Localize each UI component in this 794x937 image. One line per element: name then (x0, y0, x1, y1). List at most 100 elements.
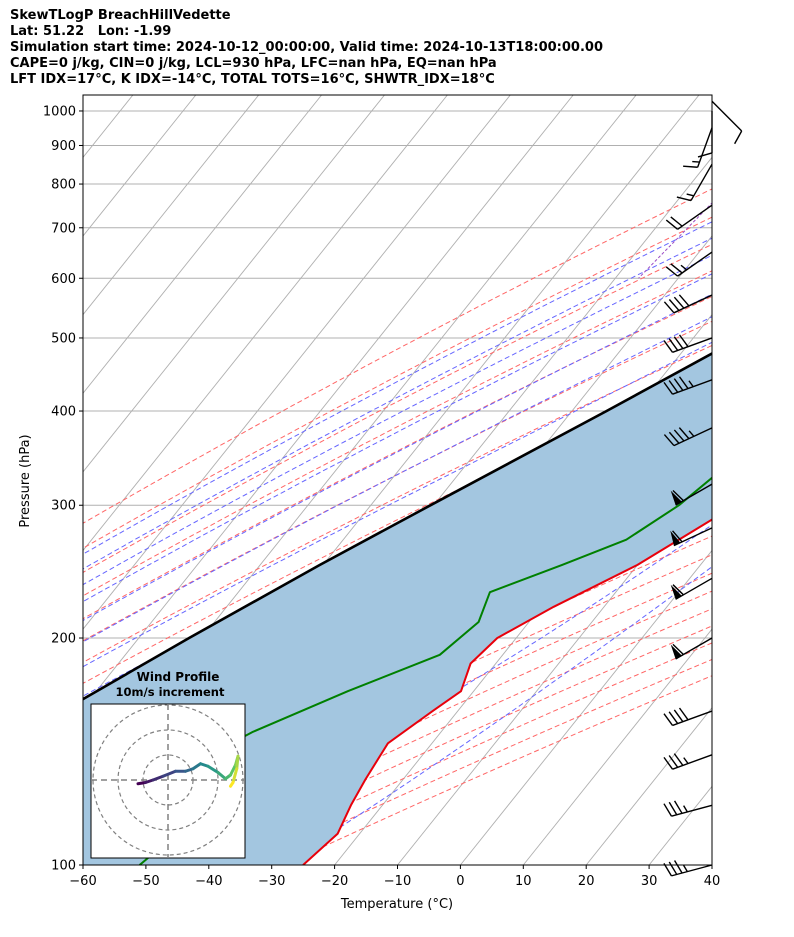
hodograph-segment (231, 767, 239, 784)
barb-full (665, 219, 679, 230)
isotherm-line (83, 95, 574, 709)
barb-shaft (677, 251, 713, 277)
x-tick-label: −40 (195, 874, 222, 889)
wind-barb (663, 860, 713, 877)
barb-flag (670, 584, 682, 600)
barb-half (686, 193, 694, 197)
barb-full (683, 165, 698, 168)
y-tick-label: 100 (51, 859, 76, 874)
barb-shaft (696, 127, 713, 168)
barb-full (673, 860, 683, 874)
indices-line: LFT IDX=17°C, K IDX=-14°C, TOTAL TOTS=16… (10, 72, 495, 87)
dry-adiabat (83, 295, 712, 620)
isotherm-line (522, 628, 712, 865)
barb-half (688, 380, 694, 388)
barb-shaft (672, 337, 713, 353)
y-tick-label: 400 (51, 405, 76, 420)
barb-full (663, 803, 673, 817)
barb-full (668, 755, 679, 768)
wind-barb (697, 110, 713, 158)
barb-shaft (673, 427, 713, 447)
barb-half (680, 264, 688, 271)
y-tick-label: 500 (51, 331, 76, 346)
barb-shaft (675, 577, 713, 600)
moist-adiabat (83, 293, 712, 622)
isotherm-line (83, 95, 322, 394)
barb-full (673, 429, 685, 442)
y-axis-label: Pressure (hPa) (18, 434, 33, 527)
temperature-profile (302, 518, 712, 865)
dry-adiabat (83, 216, 712, 549)
x-tick-label: 20 (578, 874, 595, 889)
barb-half (683, 805, 688, 813)
barb-full (663, 340, 674, 353)
hodograph-segment (229, 781, 235, 788)
barb-full (673, 753, 684, 766)
dry-adiabat (83, 243, 712, 573)
barb-full (672, 643, 684, 656)
barb-half (683, 864, 688, 872)
wind-barb (711, 100, 743, 145)
isotherm-line (585, 707, 712, 865)
chart-header: SkewTLogP BreachHillVedette Lat: 51.22 L… (10, 8, 780, 88)
x-tick-label: 10 (515, 874, 532, 889)
wind-barbs (663, 100, 743, 877)
isotherm-line (83, 95, 260, 316)
wind-barb (670, 637, 713, 660)
barb-shaft (672, 710, 713, 727)
hodograph-segment (216, 771, 227, 781)
barb-flag (670, 530, 681, 546)
barb-shaft (672, 379, 713, 395)
wind-barb (665, 251, 713, 277)
barb-full (676, 196, 692, 202)
wind-barb (663, 294, 713, 314)
moist-adiabat (144, 524, 712, 865)
x-tick-label: −20 (321, 874, 348, 889)
barb-shaft (675, 637, 713, 660)
isotherm-line (775, 95, 794, 865)
stability-line: CAPE=0 j/kg, CIN=0 j/kg, LCL=930 hPa, LF… (10, 56, 497, 71)
wind-barb (663, 334, 713, 353)
barb-half (688, 430, 695, 437)
x-axis-label: Temperature (°C) (340, 897, 453, 912)
isotherm-line (0, 95, 70, 865)
hodograph-segment (235, 754, 240, 771)
barb-shaft (690, 163, 713, 201)
barb-shaft (671, 864, 713, 877)
barb-full (663, 756, 674, 770)
barb-shaft (672, 754, 713, 770)
barb-shaft (673, 294, 713, 314)
x-tick-label: −60 (69, 874, 96, 889)
barb-full (663, 713, 674, 726)
barb-full (678, 294, 690, 307)
wind-barb (663, 753, 713, 770)
x-tick-label: −10 (384, 874, 411, 889)
isotherm-line (83, 95, 197, 237)
isotherm-line (460, 549, 712, 865)
barb-flag (670, 490, 682, 506)
wind-barb (663, 707, 713, 727)
barb-full (663, 863, 673, 877)
barb-full (663, 434, 675, 447)
barb-full (678, 334, 689, 348)
hodograph-segment (161, 769, 177, 778)
barb-full (678, 707, 689, 721)
barb-full (678, 427, 690, 440)
barb-full (670, 216, 683, 227)
barb-full (673, 800, 683, 814)
barb-full (668, 801, 678, 816)
location-line: Lat: 51.22 Lon: -1.99 (10, 24, 172, 39)
hodograph-segment (151, 774, 165, 782)
dry-adiabat (83, 344, 712, 663)
moist-adiabat (83, 273, 712, 603)
barb-full (663, 381, 674, 395)
inset-subtitle: 10m/s increment (116, 685, 225, 699)
hodograph-inset (90, 703, 246, 859)
wind-barb (665, 204, 713, 230)
x-tick-label: 0 (456, 874, 464, 889)
wind-barb (670, 483, 713, 506)
barb-flag (670, 644, 682, 659)
y-tick-label: 900 (51, 139, 76, 154)
barb-full (663, 301, 675, 314)
